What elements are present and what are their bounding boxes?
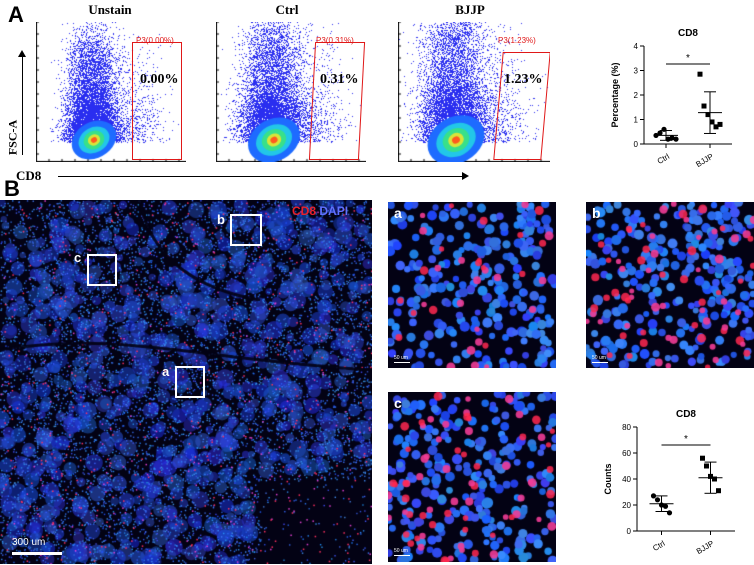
data-point	[657, 130, 663, 136]
flow-gate-percent-unstain: 0.00%	[140, 72, 179, 87]
flow-title-bjjp: BJJP	[455, 2, 485, 17]
flow-plot-unstain: P3(0.00%) 0.00%	[36, 22, 186, 162]
panel-letter-a: A	[8, 2, 24, 27]
significance-marker: *	[686, 53, 690, 64]
panel-letter-b: B	[4, 176, 20, 201]
flow-x-axis-label: CD8	[16, 168, 42, 183]
roi-box-c	[87, 254, 117, 286]
significance-marker: *	[684, 434, 688, 445]
microscopy-main-canvas	[0, 200, 372, 564]
data-point	[704, 463, 709, 469]
scale-bar-main	[12, 552, 62, 555]
flow-y-arrow	[18, 50, 26, 57]
y-tick-label: 4	[634, 42, 639, 51]
inset-b-scale-label: 50 um	[592, 355, 606, 361]
data-point	[666, 510, 673, 516]
roi-label-a: a	[162, 364, 170, 379]
y-tick-label: 0	[634, 140, 639, 149]
legend-cd8: CD8	[292, 204, 317, 218]
inset-label-b: b	[592, 205, 601, 221]
flow-y-axis	[22, 55, 23, 155]
flow-gate-percent-ctrl: 0.31%	[320, 72, 359, 87]
y-tick-label: 2	[634, 91, 639, 100]
roi-label-c: c	[74, 250, 82, 265]
data-point	[654, 497, 661, 503]
y-axis-label: Counts	[603, 464, 613, 495]
data-point	[662, 503, 669, 509]
flow-gate-percent-bjjp: 1.23%	[504, 72, 543, 87]
flow-gate-label-bjjp: P3(1.23%)	[498, 36, 536, 45]
flow-density-ctrl	[216, 22, 366, 162]
microscopy-inset-c: c 50 um	[388, 392, 556, 562]
x-tick-label: Ctrl	[651, 539, 666, 553]
flow-plot-ctrl: P3(0.31%) 0.31%	[216, 22, 366, 162]
inset-label-c: c	[394, 395, 402, 411]
y-tick-label: 1	[634, 116, 639, 125]
inset-c-scale-bar	[394, 555, 410, 556]
data-point	[712, 476, 717, 482]
data-point	[709, 119, 715, 125]
flow-gate-label-ctrl: P3(0.31%)	[316, 36, 354, 45]
flow-x-arrow	[462, 172, 469, 180]
flow-gate-unstain	[132, 42, 182, 160]
roi-box-b	[230, 214, 262, 246]
microscopy-inset-a: a 50 um	[388, 202, 556, 368]
y-tick-label: 20	[622, 501, 631, 510]
flow-y-axis-label: FSC-A	[5, 119, 20, 156]
scale-bar-main-label: 300 um	[12, 537, 46, 548]
microscopy-main-image: b c a CD8 DAPI 300 um	[0, 200, 372, 564]
y-tick-label: 80	[622, 423, 631, 432]
microscopy-inset-b-canvas	[586, 202, 754, 368]
flow-density-unstain	[36, 22, 186, 162]
data-point	[650, 493, 657, 499]
data-point	[708, 473, 713, 479]
chart-cd8-percentage: CD8 0 1 2 3 4 Percentage (%) Ctrl BJJP *	[610, 28, 732, 169]
data-point	[669, 135, 675, 141]
flow-title-unstain: Unstain	[88, 2, 132, 17]
data-point	[653, 132, 659, 139]
y-tick-label: 40	[622, 475, 631, 484]
data-point	[717, 121, 723, 127]
microscopy-inset-c-canvas	[388, 392, 556, 562]
data-point	[716, 488, 721, 494]
y-tick-label: 3	[634, 67, 639, 76]
data-point	[701, 103, 707, 109]
x-tick-label: BJJP	[694, 152, 715, 169]
roi-box-a	[175, 366, 205, 398]
data-point	[700, 455, 705, 461]
flow-density-bjjp	[398, 22, 550, 162]
flow-gate-label-unstain: P3(0.00%)	[136, 36, 174, 45]
inset-c-scale-label: 50 um	[394, 548, 408, 554]
micro-legend: CD8 DAPI	[292, 204, 348, 218]
data-point	[658, 502, 665, 508]
flow-gate-ctrl	[308, 42, 366, 160]
inset-a-scale-label: 50 um	[394, 355, 408, 361]
x-tick-label: BJJP	[695, 539, 716, 556]
data-point	[673, 136, 679, 142]
chart-title: CD8	[676, 409, 696, 420]
flow-title-ctrl: Ctrl	[275, 2, 299, 17]
x-tick-label: Ctrl	[656, 152, 671, 166]
microscopy-inset-a-canvas	[388, 202, 556, 368]
flow-gate-bjjp	[493, 52, 550, 160]
inset-a-scale-bar	[394, 362, 410, 363]
inset-b-scale-bar	[592, 362, 608, 363]
data-point	[661, 126, 667, 132]
y-axis-label: Percentage (%)	[610, 62, 620, 127]
data-point	[697, 71, 703, 77]
data-point	[665, 136, 671, 142]
chart-title: CD8	[678, 28, 698, 39]
data-point	[713, 124, 719, 130]
chart-cd8-counts: CD8 0 20 40 60 80 Counts Ctrl BJJP *	[603, 409, 735, 556]
inset-label-a: a	[394, 205, 402, 221]
y-tick-label: 60	[622, 449, 631, 458]
flow-plot-bjjp: P3(1.23%) 1.23%	[398, 22, 550, 162]
microscopy-inset-b: b 50 um	[586, 202, 754, 368]
flow-x-axis	[58, 176, 463, 177]
data-point	[705, 112, 711, 118]
y-tick-label: 0	[627, 527, 632, 536]
legend-dapi: DAPI	[319, 204, 349, 218]
roi-label-b: b	[217, 212, 225, 227]
